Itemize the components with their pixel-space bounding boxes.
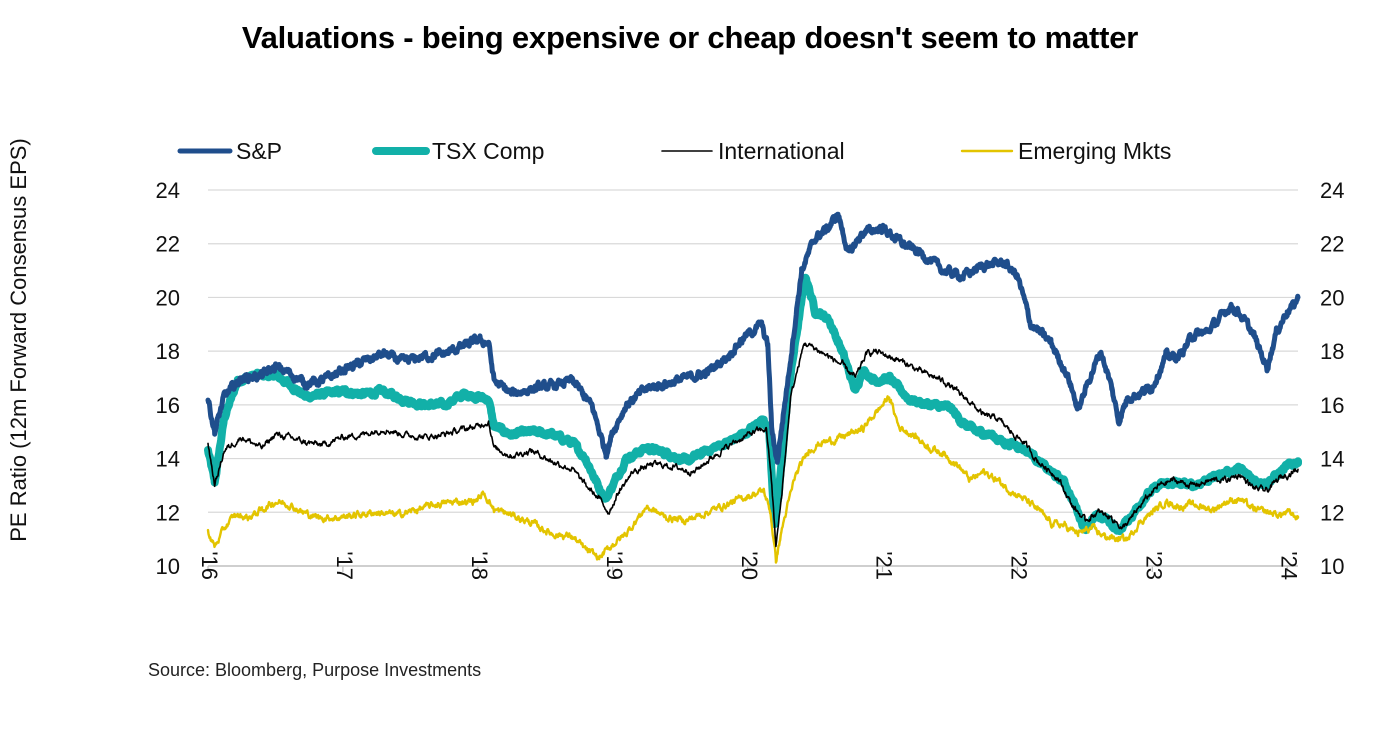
series-line-tsx-comp — [204, 273, 1302, 536]
y-tick-label-right-14: 14 — [1320, 447, 1344, 472]
legend-label-international: International — [718, 138, 845, 164]
y-tick-label-left-20: 20 — [156, 285, 180, 310]
x-tick-label-2023: '23 — [1141, 551, 1166, 580]
y-tick-label-left-10: 10 — [156, 554, 180, 579]
y-tick-label-right-20: 20 — [1320, 285, 1344, 310]
y-tick-label-left-18: 18 — [156, 339, 180, 364]
y-tick-label-right-22: 22 — [1320, 232, 1344, 257]
chart-title: Valuations - being expensive or cheap do… — [241, 20, 1139, 55]
legend-label-tsx-comp: TSX Comp — [432, 138, 544, 164]
gridlines — [208, 189, 1298, 513]
series-line-international — [207, 342, 1299, 548]
y-axis-title: PE Ratio (12m Forward Consensus EPS) — [6, 138, 31, 542]
legend-label-emerging-mkts: Emerging Mkts — [1018, 138, 1171, 164]
x-tick-label-2019: '19 — [602, 551, 627, 580]
series-lines — [204, 211, 1302, 564]
y-tick-label-left-22: 22 — [156, 232, 180, 257]
y-tick-label-right-24: 24 — [1320, 178, 1344, 203]
series-line-s-p — [205, 211, 1301, 465]
x-tick-label-2018: '18 — [467, 551, 492, 580]
source-note: Source: Bloomberg, Purpose Investments — [148, 660, 482, 680]
x-tick-label-2024: '24 — [1276, 551, 1301, 580]
axes: 10 10 12 12 14 14 16 16 18 18 20 20 22 22 24 24 '16 '17 '1… — [156, 178, 1345, 580]
legend: S&P TSX Comp International Emerging Mkts — [177, 138, 1171, 164]
y-tick-label-right-10: 10 — [1320, 554, 1344, 579]
x-tick-label-2022: '22 — [1007, 551, 1032, 580]
x-tick-label-2017: '17 — [332, 551, 357, 580]
y-tick-label-right-16: 16 — [1320, 393, 1344, 418]
x-tick-label-2016: '16 — [197, 551, 222, 580]
x-tick-label-2020: '20 — [737, 551, 762, 580]
legend-label-s-p: S&P — [236, 138, 282, 164]
y-tick-label-right-18: 18 — [1320, 339, 1344, 364]
y-tick-label-left-12: 12 — [156, 500, 180, 525]
y-tick-label-left-14: 14 — [156, 447, 180, 472]
x-tick-label-2021: '21 — [872, 551, 897, 580]
y-tick-label-right-12: 12 — [1320, 500, 1344, 525]
y-tick-label-left-16: 16 — [156, 393, 180, 418]
y-tick-label-left-24: 24 — [156, 178, 180, 203]
series-line-emerging-mkts — [206, 395, 1300, 564]
